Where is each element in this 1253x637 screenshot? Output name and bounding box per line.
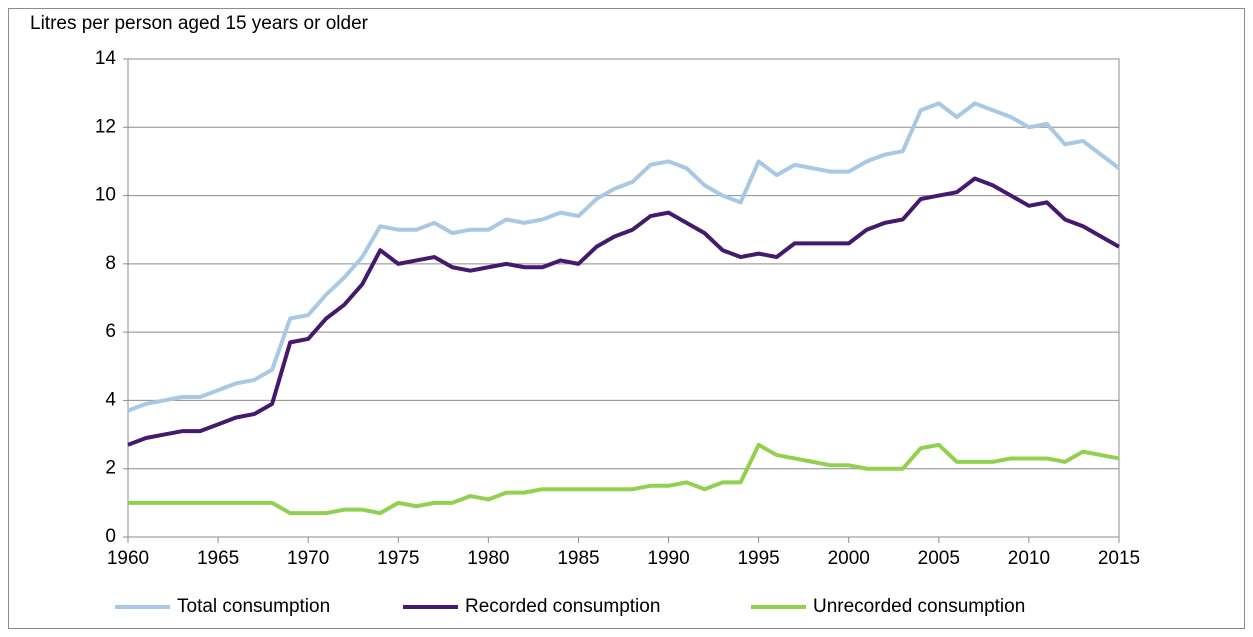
x-tick-label: 2005 [918, 548, 960, 569]
x-tick-label: 1970 [287, 548, 329, 569]
y-tick-label: 6 [105, 321, 116, 342]
y-tick-label: 12 [95, 116, 116, 137]
y-axis-label: Litres per person aged 15 years or older [30, 13, 369, 34]
series-line [128, 442, 1120, 516]
y-tick-label: 10 [95, 185, 116, 206]
x-tick-label: 1990 [647, 548, 689, 569]
y-tick-label: 0 [105, 526, 116, 547]
y-tick-label: 2 [105, 458, 116, 479]
frame [8, 8, 1245, 629]
series-line [127, 176, 1120, 447]
x-tick-label: 2000 [828, 548, 870, 569]
legend-label: Unrecorded consumption [813, 596, 1025, 617]
y-tick-label: 4 [105, 389, 116, 410]
legend-label: Recorded consumption [465, 596, 660, 617]
y-tick-label: 14 [95, 48, 117, 69]
x-tick-label: 2010 [1008, 548, 1050, 569]
plot-border [127, 58, 1120, 538]
x-tick-label: 1980 [467, 548, 509, 569]
legend-label: Total consumption [177, 596, 330, 617]
x-tick-label: 1995 [737, 548, 779, 569]
x-tick-label: 1965 [197, 548, 239, 569]
x-tick-label: 2015 [1098, 548, 1140, 569]
series-line [127, 101, 1121, 413]
y-tick-label: 8 [105, 253, 116, 274]
x-tick-label: 1985 [557, 548, 599, 569]
x-tick-label: 1960 [107, 548, 149, 569]
x-tick-label: 1975 [377, 548, 419, 569]
